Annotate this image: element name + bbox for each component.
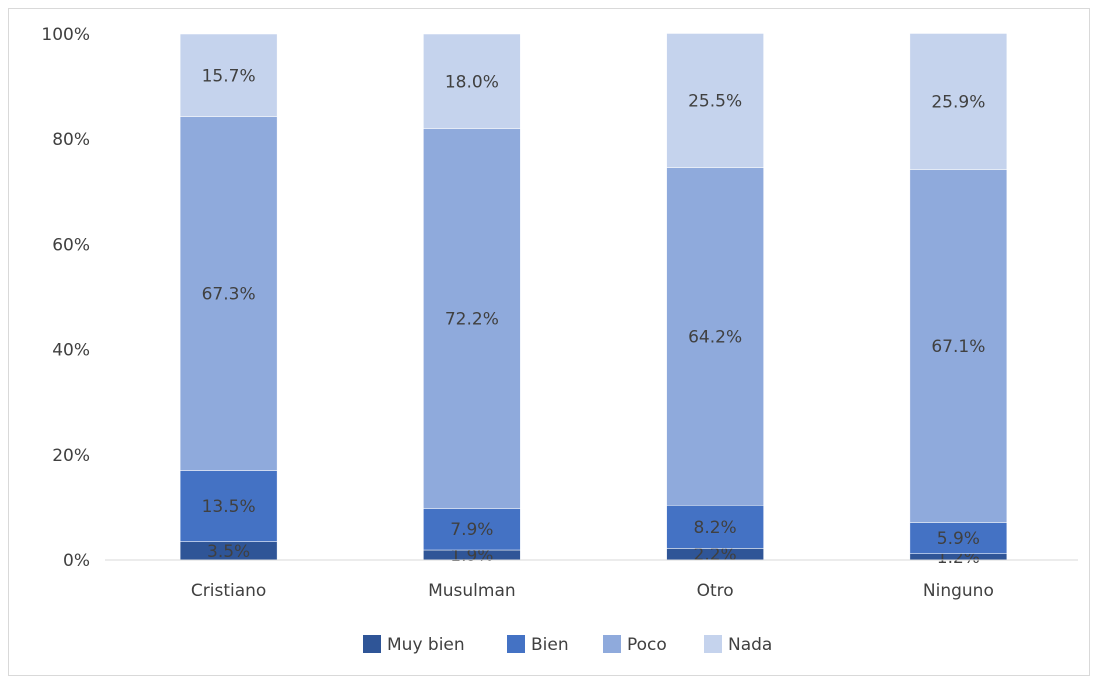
bar-segment <box>423 33 521 129</box>
bar-segment <box>666 505 764 549</box>
bar-segment <box>179 116 278 471</box>
legend-label: Nada <box>728 635 772 655</box>
legend-swatch <box>507 635 525 653</box>
bar-segment <box>179 33 278 117</box>
x-category-label: Otro <box>697 581 734 601</box>
legend-swatch <box>363 635 381 653</box>
bar-segment <box>666 33 764 168</box>
legend-swatch <box>704 635 722 653</box>
data-label: 1.9% <box>450 546 493 566</box>
data-label: 13.5% <box>202 497 256 517</box>
y-tick-label: 20% <box>52 446 90 466</box>
data-label: 18.0% <box>445 72 499 92</box>
data-label: 67.3% <box>202 285 256 305</box>
legend-label: Bien <box>531 635 569 655</box>
data-label: 7.9% <box>450 520 493 540</box>
data-label: 5.9% <box>937 529 980 549</box>
legend-swatch <box>603 635 621 653</box>
bar-segment <box>423 128 521 509</box>
y-tick-label: 60% <box>52 235 90 255</box>
bar-segment <box>909 169 1008 523</box>
data-label: 3.5% <box>207 542 250 562</box>
data-label: 67.1% <box>931 337 985 357</box>
y-tick-label: 80% <box>52 130 90 150</box>
data-label: 64.2% <box>688 327 742 347</box>
bar-segment <box>909 33 1008 170</box>
bar-segment <box>666 167 764 506</box>
legend-label: Muy bien <box>387 635 465 655</box>
bar-segment <box>423 508 521 551</box>
data-label: 25.5% <box>688 92 742 112</box>
y-tick-label: 0% <box>63 551 90 571</box>
y-tick-label: 100% <box>41 25 90 45</box>
y-tick-label: 40% <box>52 341 90 361</box>
data-label: 8.2% <box>694 518 737 538</box>
x-category-label: Musulman <box>428 581 516 601</box>
x-category-label: Cristiano <box>191 581 266 601</box>
legend-label: Poco <box>627 635 667 655</box>
data-label: 72.2% <box>445 310 499 330</box>
data-label: 15.7% <box>202 66 256 86</box>
x-category-label: Ninguno <box>923 581 994 601</box>
data-label: 25.9% <box>931 93 985 113</box>
